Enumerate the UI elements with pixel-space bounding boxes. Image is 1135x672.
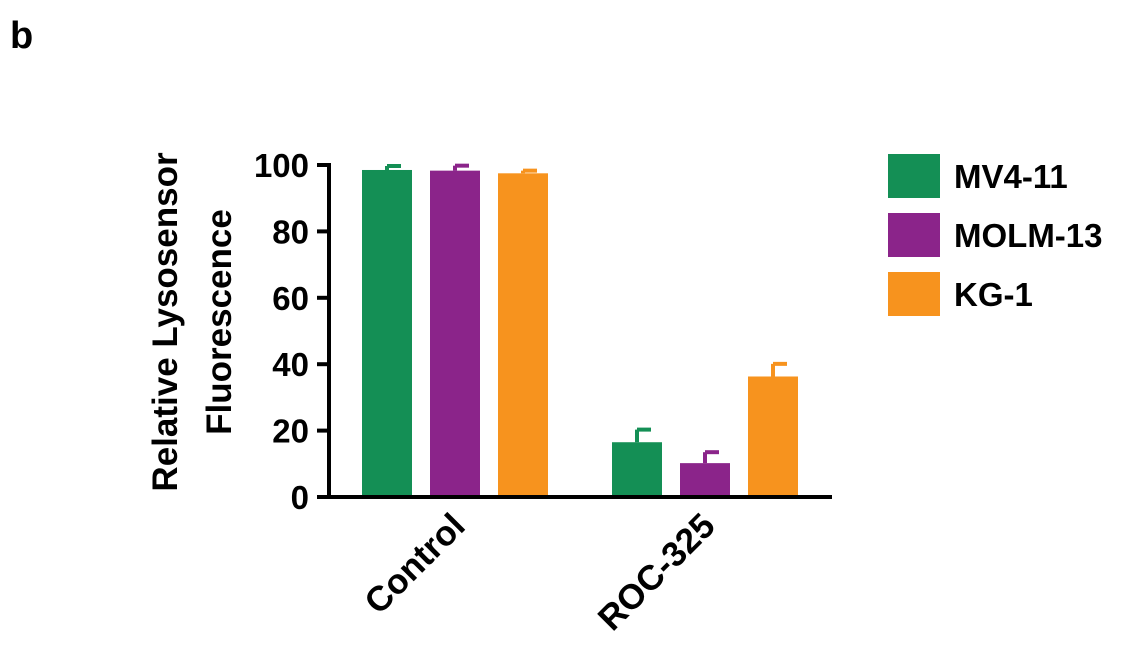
legend-swatch-mv4-11 <box>888 154 940 198</box>
bar-control-kg-1 <box>498 173 548 498</box>
bar-roc-325-kg-1 <box>748 376 798 497</box>
legend-swatch-kg-1 <box>888 272 940 316</box>
y-axis-title-line-2: Fluorescence <box>200 209 239 435</box>
legend: MV4-11 MOLM-13 KG-1 <box>888 154 1103 316</box>
bar-control-mv4-11 <box>362 169 412 498</box>
x-axis: Control ROC-325 <box>327 495 832 638</box>
y-tick-label: 60 <box>272 280 309 317</box>
x-category-label: Control <box>357 506 473 622</box>
bar-roc-325-mv4-11 <box>612 442 662 497</box>
bar-control-molm-13 <box>430 170 480 498</box>
y-axis-title-line-1: Relative Lysosensor <box>146 152 185 492</box>
legend-swatch-molm-13 <box>888 213 940 257</box>
y-tick-label: 80 <box>272 213 309 250</box>
x-category-label: ROC-325 <box>591 506 723 638</box>
y-tick-label: 40 <box>272 346 309 383</box>
y-axis: 0 20 40 60 80 100 <box>254 147 331 516</box>
bar-roc-325-molm-13 <box>680 463 730 497</box>
y-axis-title: Relative Lysosensor Fluorescence <box>146 152 239 492</box>
error-bars-layer <box>385 163 787 464</box>
legend-label: MOLM-13 <box>954 217 1103 254</box>
panel-letter: b <box>10 15 33 57</box>
bars-layer <box>362 169 798 498</box>
y-tick-label: 100 <box>254 147 309 184</box>
y-tick-label: 0 <box>291 479 309 516</box>
legend-label: MV4-11 <box>954 158 1068 195</box>
legend-label: KG-1 <box>954 276 1033 313</box>
y-tick-label: 20 <box>272 413 309 450</box>
